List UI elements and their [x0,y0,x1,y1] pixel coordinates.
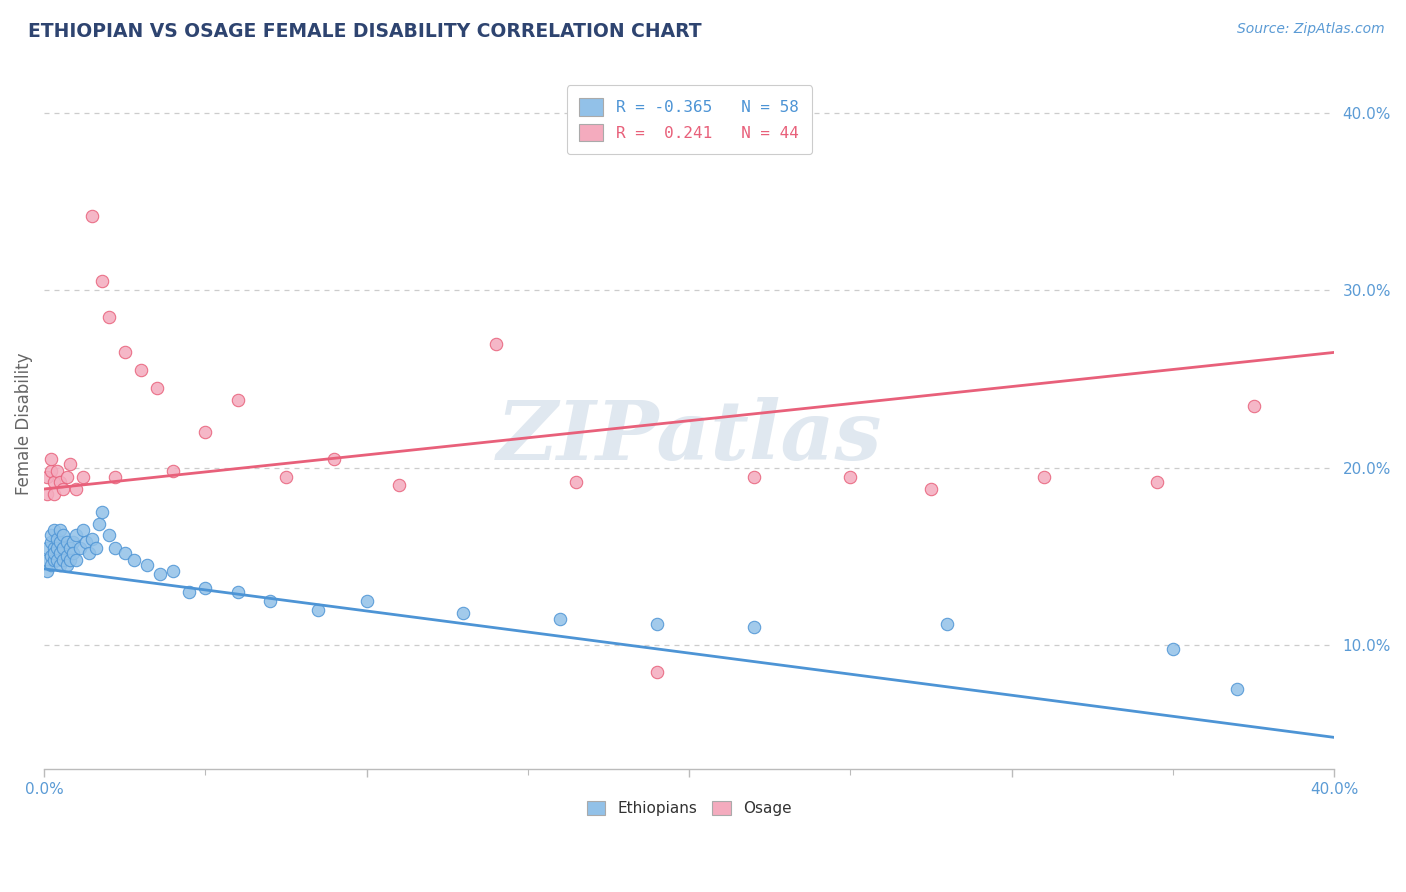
Point [72,523,94,537]
Point [59,541,82,555]
Text: Source: ZipAtlas.com: Source: ZipAtlas.com [1237,22,1385,37]
Point [42,523,65,537]
Point [149,567,172,582]
Text: ETHIOPIAN VS OSAGE FEMALE DISABILITY CORRELATION CHART: ETHIOPIAN VS OSAGE FEMALE DISABILITY COR… [28,22,702,41]
Point [82,532,104,546]
Point [259,594,281,608]
Point [91,505,114,519]
Point [49,546,72,560]
Point [62,535,84,549]
Point [42,475,65,489]
Point [39,535,62,549]
Point [39,528,62,542]
Point [194,582,217,596]
Point [39,451,62,466]
Point [356,594,378,608]
Point [1226,682,1249,697]
Point [104,541,127,555]
Point [82,209,104,223]
Point [194,425,217,440]
Point [55,469,77,483]
Point [323,451,346,466]
Point [37,541,59,555]
Point [46,532,69,546]
Point [104,469,127,483]
Point [839,469,862,483]
Point [645,616,668,631]
Point [55,549,77,564]
Point [114,345,136,359]
Point [87,517,110,532]
Point [453,606,475,620]
Point [146,381,169,395]
Point [69,541,91,555]
Point [59,553,82,567]
Point [65,553,87,567]
Point [742,469,765,483]
Point [645,665,668,679]
Point [42,487,65,501]
Point [136,558,159,573]
Point [46,541,69,555]
Point [742,620,765,634]
Point [75,535,97,549]
Point [52,528,75,542]
Point [42,546,65,560]
Point [920,482,942,496]
Point [388,478,411,492]
Y-axis label: Female Disability: Female Disability [15,352,32,495]
Point [936,616,959,631]
Point [97,528,120,542]
Point [52,541,75,555]
Point [49,535,72,549]
Point [37,469,59,483]
Point [42,553,65,567]
Point [46,464,69,478]
Point [49,523,72,537]
Point [55,558,77,573]
Point [274,469,297,483]
Point [65,528,87,542]
Point [49,558,72,573]
Point [62,546,84,560]
Point [1161,641,1184,656]
Point [565,475,588,489]
Point [77,546,100,560]
Text: ZIPatlas: ZIPatlas [496,397,882,477]
Point [114,546,136,560]
Point [52,553,75,567]
Point [162,564,184,578]
Point [37,553,59,567]
Point [226,585,249,599]
Point [162,464,184,478]
Point [226,393,249,408]
Point [179,585,201,599]
Point [46,553,69,567]
Point [52,482,75,496]
Point [49,475,72,489]
Point [124,553,146,567]
Point [97,310,120,324]
Point [39,549,62,564]
Point [1243,399,1265,413]
Point [39,464,62,478]
Point [37,487,59,501]
Point [42,541,65,555]
Point [485,336,508,351]
Legend: Ethiopians, Osage: Ethiopians, Osage [579,794,799,824]
Point [65,482,87,496]
Point [59,457,82,471]
Point [72,469,94,483]
Point [129,363,152,377]
Point [548,611,571,625]
Point [39,558,62,573]
Point [37,564,59,578]
Point [55,535,77,549]
Point [91,275,114,289]
Point [1032,469,1054,483]
Point [1146,475,1168,489]
Point [307,602,329,616]
Point [84,541,107,555]
